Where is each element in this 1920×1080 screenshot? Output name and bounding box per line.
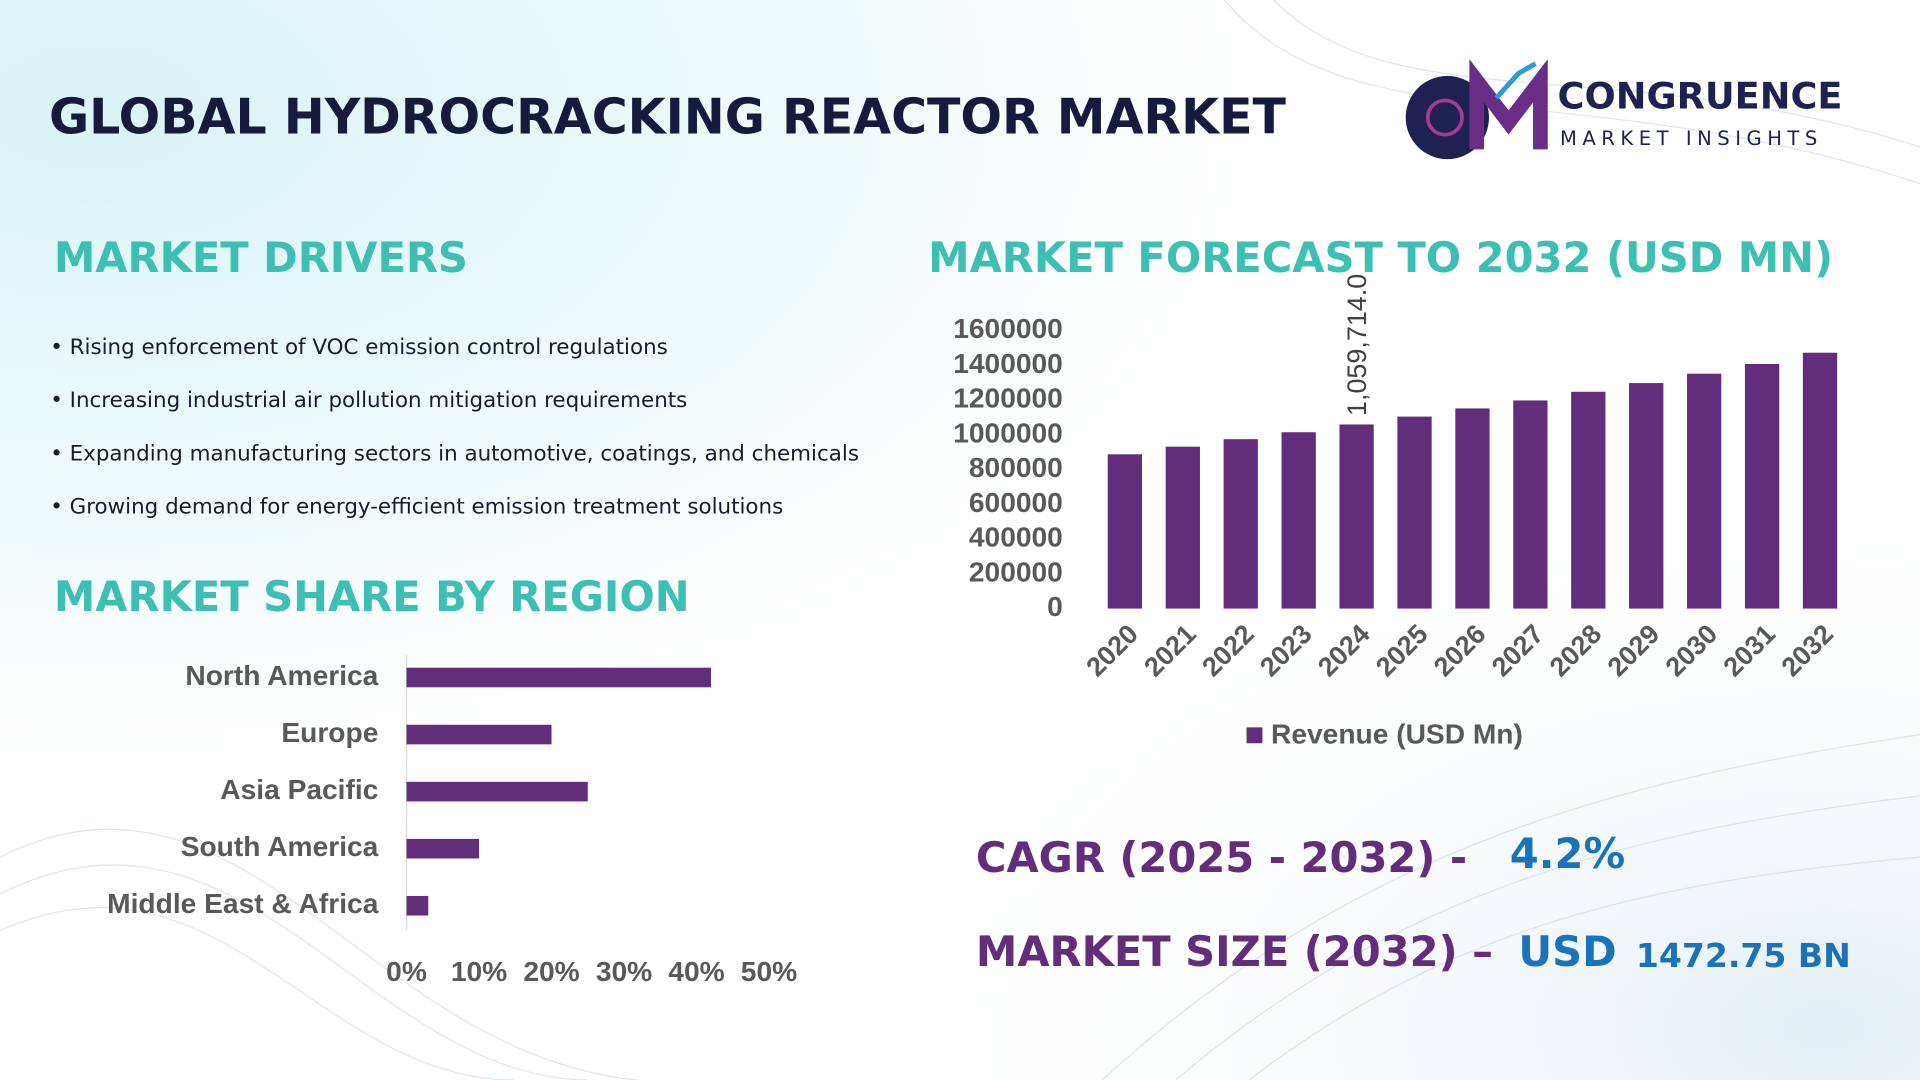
- logo-arrow: [1494, 61, 1537, 100]
- bar: [406, 838, 480, 859]
- bar: [1687, 373, 1722, 609]
- bar: [406, 781, 588, 802]
- x-tick-label: 30%: [596, 956, 652, 987]
- logo-name: CONGRUENCE: [1558, 74, 1843, 117]
- bar: [1165, 446, 1200, 609]
- y-tick-label: North America: [185, 660, 378, 691]
- y-tick-label: 1600000: [953, 313, 1063, 344]
- y-tick-label: Asia Pacific: [220, 774, 378, 805]
- cagr-value: 4.2%: [1510, 829, 1625, 878]
- bar: [1455, 408, 1490, 609]
- cagr-label: CAGR (2025 - 2032) -: [976, 833, 1467, 882]
- y-tick-label: Europe: [281, 717, 378, 748]
- legend-label: Revenue (USD Mn): [1271, 718, 1523, 749]
- y-tick-label: 1000000: [953, 417, 1063, 448]
- legend-swatch: [1246, 727, 1263, 744]
- bar: [1281, 432, 1316, 609]
- value-label: 1,059,714.0: [1342, 274, 1372, 416]
- bar: [1571, 391, 1606, 609]
- bar: [1513, 400, 1548, 609]
- y-tick-label: 1400000: [953, 348, 1063, 379]
- driver-item: • Expanding manufacturing sectors in aut…: [50, 441, 859, 466]
- bar: [1107, 454, 1143, 609]
- section-title: MARKET DRIVERS: [54, 233, 468, 282]
- driver-item: • Increasing industrial air pollution mi…: [50, 388, 687, 413]
- x-tick-label: 0%: [386, 956, 427, 987]
- y-tick-label: 600000: [969, 487, 1063, 518]
- section-title: MARKET SHARE BY REGION: [54, 572, 690, 621]
- logo-tagline: MARKET INSIGHTS: [1560, 127, 1823, 150]
- market-size-label: MARKET SIZE (2032) –: [976, 927, 1493, 976]
- x-tick-label: 40%: [668, 956, 724, 987]
- logo: CONGRUENCE MARKET INSIGHTS: [1405, 59, 1843, 160]
- driver-item: • Growing demand for energy-efficient em…: [50, 495, 783, 520]
- y-tick-label: 800000: [969, 452, 1063, 483]
- market-size-value: 1472.75 BN: [1636, 936, 1851, 975]
- bar: [1744, 363, 1780, 609]
- bar: [406, 667, 711, 688]
- y-tick-label: South America: [181, 831, 379, 862]
- section-title: MARKET FORECAST TO 2032 (USD MN): [928, 233, 1833, 282]
- x-tick-label: 50%: [741, 956, 797, 987]
- logo-globe: [1425, 98, 1464, 137]
- bar: [1397, 416, 1432, 609]
- driver-list: • Rising enforcement of VOC emission con…: [50, 335, 859, 520]
- logo-m: [1469, 59, 1548, 150]
- bar: [1339, 424, 1374, 609]
- x-tick-label: 20%: [523, 956, 579, 987]
- market-size-currency: USD: [1518, 927, 1616, 976]
- y-tick-label: 400000: [969, 522, 1063, 553]
- y-tick-label: 1200000: [953, 383, 1063, 414]
- bar: [1223, 439, 1258, 609]
- logo-mark: [1405, 75, 1489, 160]
- y-tick-label: 200000: [969, 556, 1063, 587]
- bar: [406, 724, 552, 745]
- x-tick-label: 10%: [451, 956, 507, 987]
- y-tick-label: Middle East & Africa: [107, 888, 379, 919]
- bar: [1629, 383, 1664, 609]
- y-tick-label: 0: [1047, 591, 1063, 622]
- driver-item: • Rising enforcement of VOC emission con…: [50, 335, 668, 360]
- bar: [406, 895, 429, 916]
- page-title: GLOBAL HYDROCRACKING REACTOR MARKET: [49, 89, 1287, 146]
- bar: [1802, 352, 1838, 609]
